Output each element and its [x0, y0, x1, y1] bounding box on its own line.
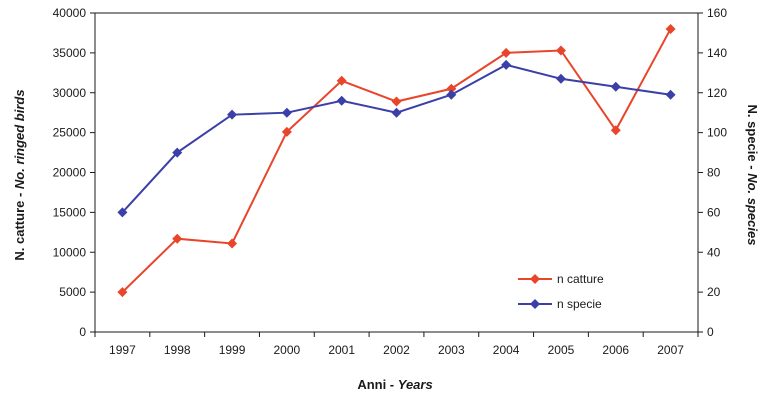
left-y-tick-label: 15000	[53, 205, 87, 219]
legend-label-specie: n specie	[557, 297, 602, 311]
data-point	[501, 47, 512, 58]
right-y-tick-label: 80	[707, 166, 721, 180]
x-tick-label: 2002	[383, 343, 410, 357]
x-tick-label: 2006	[602, 343, 629, 357]
left-y-tick-label: 5000	[59, 285, 86, 299]
data-point	[117, 207, 128, 218]
x-tick-label: 2003	[438, 343, 465, 357]
data-point	[117, 287, 128, 298]
x-tick-label: 1997	[109, 343, 136, 357]
series-layer	[117, 23, 676, 298]
data-point	[665, 23, 676, 34]
right-y-tick-label: 120	[707, 86, 727, 100]
data-point	[555, 45, 566, 56]
right-y-tick-label: 0	[707, 325, 714, 339]
x-tick-label: 2005	[548, 343, 575, 357]
right-y-axis-title: N. specie - No. species	[745, 105, 760, 246]
x-tick-label: 2001	[328, 343, 355, 357]
left-y-tick-label: 35000	[53, 46, 87, 60]
data-point	[281, 126, 292, 137]
right-y-tick-label: 100	[707, 126, 727, 140]
data-point	[555, 73, 566, 84]
legend-item-specie: n specie	[518, 297, 602, 311]
right-y-tick-label: 160	[707, 6, 727, 20]
x-tick-label: 2000	[274, 343, 301, 357]
left-y-tick-label: 10000	[53, 245, 87, 259]
data-point	[501, 59, 512, 70]
data-point	[610, 125, 621, 136]
plot-frame	[94, 12, 699, 333]
series-line	[121, 28, 672, 293]
left-y-tick-label: 30000	[53, 86, 87, 100]
x-tick-label: 1998	[164, 343, 191, 357]
left-y-tick-label: 0	[79, 325, 86, 339]
data-point	[336, 95, 347, 106]
x-tick-labels: 1997 1998 1999 2000 2001 2002 2003 2004 2005 2006…	[109, 343, 684, 357]
data-point	[446, 83, 457, 94]
series-0	[117, 23, 676, 298]
left-y-tick-label: 20000	[53, 166, 87, 180]
x-tick-label: 2004	[493, 343, 520, 357]
data-point	[281, 107, 292, 118]
right-y-tick-label: 20	[707, 285, 721, 299]
right-y-tick-label: 40	[707, 245, 721, 259]
data-point	[391, 96, 402, 107]
data-point	[391, 107, 402, 118]
x-tick-label: 1999	[219, 343, 246, 357]
x-tick-label: 2007	[657, 343, 684, 357]
data-point	[446, 89, 457, 100]
data-point	[172, 233, 183, 244]
left-y-tick-label: 40000	[53, 6, 87, 20]
data-point	[172, 147, 183, 158]
data-point	[227, 109, 238, 120]
right-y-tick-labels: 0 20 40 60 80 100 120 140 160	[707, 6, 727, 339]
legend-label-catture: n catture	[557, 272, 604, 286]
left-y-tick-labels: 0 5000 10000 15000 20000 25000 30000 35000 40000	[53, 6, 87, 339]
left-y-axis-title: N. catture - No. ringed birds	[12, 89, 27, 260]
data-point	[336, 75, 347, 86]
series-1	[117, 59, 676, 218]
legend: n catture n specie	[518, 272, 604, 311]
data-point	[610, 81, 621, 92]
right-y-tick-label: 60	[707, 205, 721, 219]
series-line	[121, 63, 671, 214]
legend-item-catture: n catture	[518, 272, 604, 286]
x-axis-title: Anni - Years	[357, 377, 432, 392]
data-point	[227, 238, 238, 249]
left-y-tick-label: 25000	[53, 126, 87, 140]
right-y-tick-label: 140	[707, 46, 727, 60]
data-point	[665, 89, 676, 100]
axes	[90, 12, 703, 337]
